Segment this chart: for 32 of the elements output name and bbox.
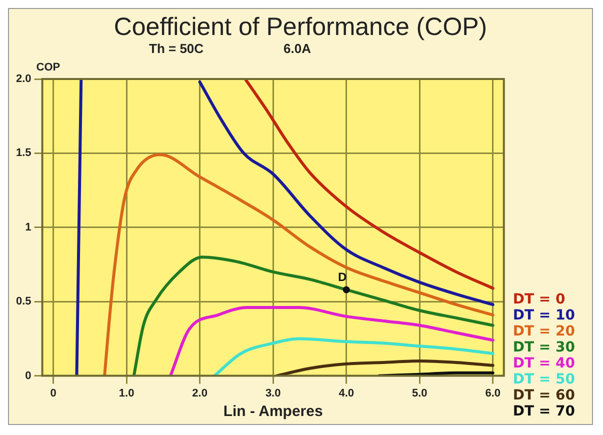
y-tick-label: 0 — [25, 370, 32, 382]
x-tick-label: 0 — [50, 387, 56, 400]
line-series — [169, 306, 494, 376]
series-label: DT = 20 — [512, 324, 576, 340]
line-series — [275, 359, 494, 376]
x-tick-label: 1.0 — [118, 387, 134, 400]
x-tick-label: 5.0 — [412, 387, 428, 400]
series-label: DT = 40 — [512, 356, 576, 372]
x-tick-label: 6.0 — [485, 387, 501, 400]
line-series — [132, 256, 494, 376]
x-tick-label: 4.0 — [338, 387, 354, 400]
annotation: D — [338, 270, 348, 284]
series-label: DT = 10 — [512, 308, 576, 324]
y-tick-label: 1 — [25, 221, 32, 234]
y-tick-label: 2.0 — [16, 73, 32, 86]
y-tick-label: 1.5 — [16, 147, 32, 160]
series-label: DT = 0 — [512, 292, 566, 308]
x-tick-label: 3.0 — [265, 387, 281, 400]
x-tick-label: 2.0 — [192, 387, 208, 400]
x-axis-title: Lin - Amperes — [223, 403, 323, 420]
chart-title: Coefficient of Performance (COP) — [112, 12, 488, 41]
line-series — [103, 153, 494, 376]
text: 6.0A — [284, 41, 312, 57]
text: DT = 60 — [512, 388, 576, 404]
y-tick-label: 0.5 — [16, 296, 32, 308]
series-label: DT = 50 — [512, 372, 576, 388]
text: DT = 70 — [512, 404, 576, 420]
line-series — [244, 79, 494, 290]
y-axis-title: COP — [36, 62, 60, 74]
line-series — [212, 337, 494, 376]
series-label: DT = 30 — [512, 340, 576, 356]
chart-subtitle: Th = 50C — [149, 41, 204, 57]
